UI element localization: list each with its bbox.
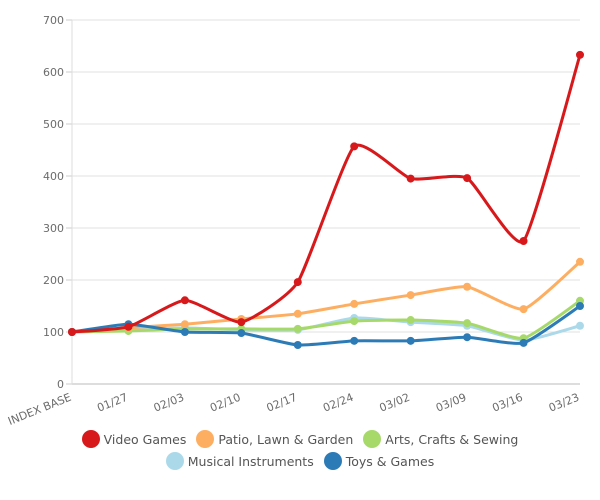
data-point[interactable] — [293, 278, 302, 287]
data-point[interactable] — [293, 324, 302, 333]
legend-label: Arts, Crafts & Sewing — [385, 431, 519, 447]
x-tick-label: 03/09 — [434, 391, 468, 415]
data-point[interactable] — [237, 318, 246, 327]
data-point[interactable] — [576, 257, 584, 266]
legend-row: Video Games Patio, Lawn & Garden Arts, Cra… — [0, 428, 600, 450]
data-point[interactable] — [124, 322, 133, 331]
data-point[interactable] — [350, 142, 359, 151]
y-tick-label: 400 — [43, 170, 64, 183]
data-point[interactable] — [463, 282, 472, 291]
x-tick-label: 03/23 — [547, 391, 581, 415]
legend-swatch-icon — [196, 430, 215, 448]
y-tick-label: 0 — [57, 378, 64, 391]
data-point[interactable] — [406, 336, 415, 345]
x-tick-label: 03/02 — [378, 391, 412, 415]
x-tick-label: INDEX BASE — [6, 391, 73, 428]
legend-label: Video Games — [103, 431, 187, 447]
legend-item[interactable]: Video Games — [81, 430, 187, 448]
line-chart: 0 100 200 300 400 500 600 700 INDEX BASE 01/27 02… — [6, 14, 584, 428]
series-video-games — [68, 50, 584, 336]
data-point[interactable] — [519, 237, 528, 245]
x-tick-label: 01/27 — [95, 391, 129, 415]
data-point[interactable] — [463, 174, 472, 183]
data-point[interactable] — [350, 336, 359, 345]
legend-item[interactable]: Patio, Lawn & Garden — [196, 430, 353, 448]
series-line — [71, 260, 581, 334]
series-line — [71, 304, 581, 347]
legend-swatch-icon — [363, 430, 382, 448]
data-point[interactable] — [180, 296, 189, 305]
data-point[interactable] — [180, 320, 189, 329]
legend-item[interactable]: Arts, Crafts & Sewing — [363, 430, 518, 448]
x-tick-label: 02/03 — [152, 391, 186, 415]
legend-row: Musical Instruments Toys & Games — [0, 450, 600, 472]
data-point[interactable] — [237, 329, 246, 338]
series-line — [71, 54, 582, 334]
y-tick-label: 200 — [43, 274, 64, 287]
data-point[interactable] — [68, 328, 76, 336]
data-point[interactable] — [406, 316, 415, 325]
x-tick-label: 02/17 — [265, 391, 299, 415]
data-point[interactable] — [293, 341, 302, 349]
x-tick-label: 03/16 — [490, 391, 524, 415]
legend-swatch-icon — [323, 452, 342, 470]
legend-swatch-icon — [165, 452, 184, 470]
y-tick-label: 300 — [43, 222, 64, 235]
data-point[interactable] — [576, 50, 584, 59]
x-tick-label: 02/24 — [321, 391, 355, 415]
y-axis: 0 100 200 300 400 500 600 700 — [43, 14, 73, 391]
y-tick-label: 700 — [43, 14, 64, 27]
data-point[interactable] — [350, 317, 359, 326]
data-point[interactable] — [406, 174, 415, 183]
data-point[interactable] — [180, 328, 189, 336]
data-point[interactable] — [519, 338, 528, 347]
legend-label: Musical Instruments — [187, 453, 314, 469]
data-point[interactable] — [293, 309, 302, 318]
data-point[interactable] — [576, 321, 584, 330]
data-point[interactable] — [576, 302, 584, 310]
legend-item[interactable]: Musical Instruments — [165, 452, 314, 470]
data-point[interactable] — [350, 299, 359, 308]
data-point[interactable] — [463, 319, 472, 328]
data-point[interactable] — [463, 333, 472, 342]
legend-item[interactable]: Toys & Games — [323, 452, 435, 470]
y-tick-label: 600 — [43, 66, 64, 79]
y-tick-label: 100 — [43, 326, 64, 339]
data-point[interactable] — [519, 305, 528, 314]
x-tick-label: 02/10 — [208, 391, 242, 415]
y-tick-label: 500 — [43, 118, 64, 131]
x-axis: INDEX BASE 01/27 02/03 02/10 02/17 02/24 03/02… — [6, 391, 581, 428]
series-line — [71, 299, 581, 340]
legend-label: Toys & Games — [345, 453, 435, 469]
legend-label: Patio, Lawn & Garden — [218, 431, 354, 447]
legend-swatch-icon — [81, 430, 100, 448]
gridlines — [72, 19, 580, 385]
data-point[interactable] — [406, 291, 415, 300]
legend: Video Games Patio, Lawn & Garden Arts, Cra… — [0, 428, 600, 472]
series-lines — [68, 50, 584, 349]
